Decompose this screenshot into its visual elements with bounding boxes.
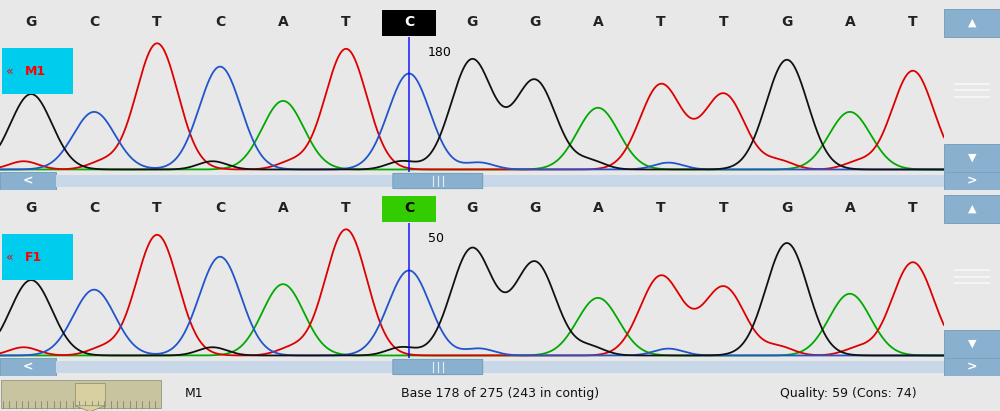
Text: ▼: ▼ [968, 153, 976, 163]
Text: T: T [341, 16, 351, 30]
Text: C: C [89, 201, 99, 215]
Bar [944, 172, 1000, 190]
Text: C: C [89, 16, 99, 30]
Text: M1: M1 [185, 387, 204, 400]
Bar [944, 195, 1000, 223]
Text: G: G [529, 16, 541, 30]
Text: T: T [152, 16, 162, 30]
Text: G: G [781, 201, 793, 215]
Bar [2, 48, 73, 94]
Text: G: G [25, 16, 37, 30]
Text: <: < [23, 175, 33, 187]
Text: «: « [6, 251, 13, 263]
Text: A: A [844, 16, 855, 30]
Bar [1, 379, 161, 407]
Text: T: T [341, 201, 351, 215]
FancyBboxPatch shape [393, 359, 483, 375]
Text: A: A [278, 16, 288, 30]
Text: ▲: ▲ [968, 204, 976, 214]
Text: 180: 180 [428, 46, 452, 59]
Text: A: A [844, 201, 855, 215]
Text: A: A [593, 16, 603, 30]
Text: T: T [719, 16, 729, 30]
Text: G: G [466, 201, 478, 215]
Bar [382, 10, 436, 36]
Polygon shape [75, 406, 105, 411]
Text: T: T [152, 201, 162, 215]
Bar [56, 175, 944, 187]
Text: «: « [6, 65, 13, 78]
Text: 50: 50 [428, 232, 444, 245]
Text: T: T [656, 16, 666, 30]
Text: G: G [466, 16, 478, 30]
Text: Quality: 59 (Cons: 74): Quality: 59 (Cons: 74) [780, 387, 917, 400]
Text: A: A [278, 201, 288, 215]
Text: G: G [529, 201, 541, 215]
Text: >: > [967, 360, 977, 374]
Text: G: G [781, 16, 793, 30]
Bar [944, 358, 1000, 376]
Bar [56, 361, 944, 373]
Bar [944, 9, 1000, 37]
Text: T: T [908, 201, 918, 215]
Text: G: G [25, 201, 37, 215]
Bar [2, 234, 73, 280]
Text: <: < [23, 360, 33, 374]
Bar [0, 172, 56, 190]
Text: C: C [215, 16, 225, 30]
Bar [944, 330, 1000, 358]
Text: T: T [908, 16, 918, 30]
Text: C: C [215, 201, 225, 215]
Bar [944, 144, 1000, 172]
Text: C: C [404, 201, 414, 215]
Text: Base 178 of 275 (243 in contig): Base 178 of 275 (243 in contig) [401, 387, 599, 400]
Text: M1: M1 [25, 65, 46, 78]
Bar [0, 358, 56, 376]
Text: ▲: ▲ [968, 18, 976, 28]
Text: T: T [719, 201, 729, 215]
FancyBboxPatch shape [393, 173, 483, 189]
Text: C: C [404, 16, 414, 30]
Bar [382, 196, 436, 222]
Text: ▼: ▼ [968, 339, 976, 349]
Text: F1: F1 [25, 251, 42, 263]
Text: T: T [656, 201, 666, 215]
Text: >: > [967, 175, 977, 187]
Text: A: A [593, 201, 603, 215]
Bar [75, 383, 105, 406]
